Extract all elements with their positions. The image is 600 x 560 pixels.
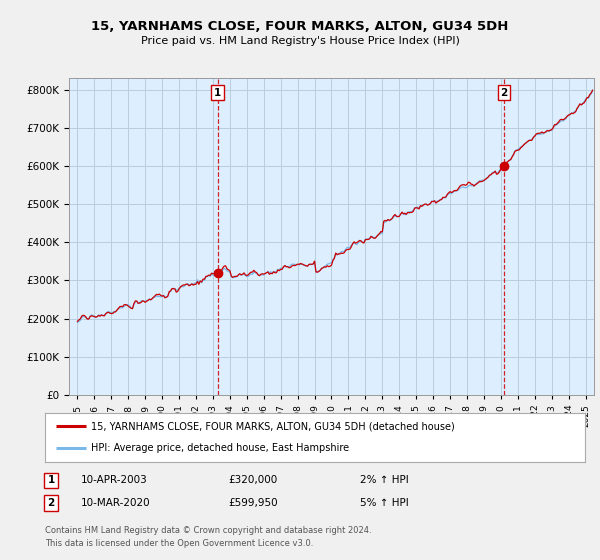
Text: Contains HM Land Registry data © Crown copyright and database right 2024.: Contains HM Land Registry data © Crown c…	[45, 526, 371, 535]
Text: 10-MAR-2020: 10-MAR-2020	[81, 498, 151, 508]
Text: Price paid vs. HM Land Registry's House Price Index (HPI): Price paid vs. HM Land Registry's House …	[140, 36, 460, 46]
Text: 2% ↑ HPI: 2% ↑ HPI	[360, 475, 409, 486]
Text: £599,950: £599,950	[228, 498, 278, 508]
Text: 2: 2	[500, 87, 508, 97]
Text: HPI: Average price, detached house, East Hampshire: HPI: Average price, detached house, East…	[91, 444, 349, 454]
Text: This data is licensed under the Open Government Licence v3.0.: This data is licensed under the Open Gov…	[45, 539, 313, 548]
Text: 5% ↑ HPI: 5% ↑ HPI	[360, 498, 409, 508]
Text: 15, YARNHAMS CLOSE, FOUR MARKS, ALTON, GU34 5DH: 15, YARNHAMS CLOSE, FOUR MARKS, ALTON, G…	[91, 20, 509, 32]
Text: 2: 2	[47, 498, 55, 508]
Text: 1: 1	[47, 475, 55, 486]
Text: 15, YARNHAMS CLOSE, FOUR MARKS, ALTON, GU34 5DH (detached house): 15, YARNHAMS CLOSE, FOUR MARKS, ALTON, G…	[91, 422, 455, 431]
Text: 1: 1	[214, 87, 221, 97]
Text: 10-APR-2003: 10-APR-2003	[81, 475, 148, 486]
Text: £320,000: £320,000	[228, 475, 277, 486]
